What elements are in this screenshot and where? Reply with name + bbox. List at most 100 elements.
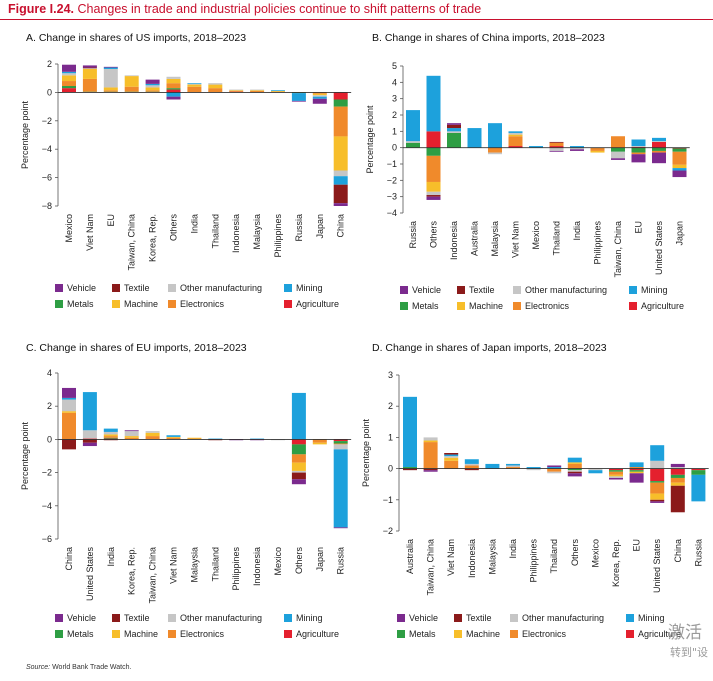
panel-d-bar-machine <box>670 482 685 486</box>
panel-d-bar-other-manufacturing <box>547 471 562 474</box>
panel-c-bar-electronics <box>312 439 327 443</box>
panel-c-legend-label: Mining <box>296 613 323 623</box>
panel-b-bar-vehicle <box>611 158 625 160</box>
panel-c-category-label: Russia <box>336 547 346 575</box>
panel-c-title: C. Change in shares of EU imports, 2018–… <box>26 342 247 354</box>
panel-c-bar-machine <box>166 436 181 438</box>
panel-c-legend-label: Metals <box>67 629 94 639</box>
panel-a-bar-other-manufacturing <box>333 170 348 177</box>
panel-c-bar-other-manufacturing <box>124 431 139 437</box>
panel-c-bar-mining <box>62 397 76 400</box>
panel-b-bar-electronics <box>549 142 564 147</box>
panel-a-category-label: China <box>336 214 346 238</box>
panel-a-category-label: Malaysia <box>252 214 262 250</box>
panel-d-bar-mining <box>464 459 479 464</box>
panel-a-y-tick-label: −8 <box>42 201 52 211</box>
panel-a-bar-agriculture <box>166 89 181 93</box>
panel-d-bar-metals <box>691 470 706 475</box>
panel-b-bar-mining <box>406 110 420 142</box>
panel-a-legend-swatch <box>284 284 292 292</box>
panel-d-bar-textile <box>444 453 459 455</box>
panel-a-bar-textile <box>82 67 97 69</box>
panel-b-bar-vehicle <box>447 123 461 125</box>
panel-d-bar-vehicle <box>567 473 582 477</box>
panel-b-bar-other-manufacturing <box>406 141 420 143</box>
panel-a-bar-machine <box>103 87 118 91</box>
panel-b-bar-metals <box>406 142 420 148</box>
panel-d-y-tick-label: −1 <box>383 495 393 505</box>
panel-d-bar-electronics <box>567 463 582 469</box>
panel-d-y-axis-label: Percentage point <box>361 418 371 487</box>
panel-d-y-tick-label: 0 <box>388 464 393 474</box>
panel-c-y-axis-label: Percentage point <box>20 421 30 490</box>
panel-d-legend-label: Other manufacturing <box>522 613 604 623</box>
panel-a-bar-mining <box>62 71 76 74</box>
panel-b-legend-swatch <box>629 302 637 310</box>
panel-a-bar-vehicle <box>82 65 97 68</box>
panel-b-y-tick-label: −4 <box>387 208 397 218</box>
panel-c-bar-electronics <box>124 437 139 440</box>
panel-a-legend-swatch <box>168 284 176 292</box>
panel-d-bar-vehicle <box>650 501 665 503</box>
panel-d-bar-mining <box>588 470 603 474</box>
panel-a-bar-electronics <box>250 90 265 93</box>
panel-c-category-label: Japan <box>315 547 325 572</box>
panel-a-bar-electronics <box>187 86 202 93</box>
panel-d-bar-electronics <box>423 442 438 469</box>
panel-a-category-label: Korea, Rep. <box>148 214 158 262</box>
panel-c-legend-label: Textile <box>124 613 150 623</box>
panel-a-bar-metals <box>333 99 348 107</box>
panel-d-bar-vehicle <box>609 477 623 480</box>
panel-b-bar-other-manufacturing <box>570 147 584 150</box>
panel-b-legend-swatch <box>457 286 465 294</box>
panel-d-category-label: Mexico <box>590 539 600 568</box>
panel-d-bar-metals <box>650 481 665 483</box>
panel-a-bar-machine <box>124 76 139 87</box>
panel-a-category-label: Japan <box>315 214 325 239</box>
panel-b-bar-vehicle <box>672 170 687 178</box>
panel-c-bar-electronics <box>145 436 160 440</box>
panel-a-category-label: Taiwan, China <box>127 214 137 271</box>
panel-a-bar-electronics <box>62 81 76 87</box>
panel-c-category-label: India <box>106 547 116 567</box>
panel-a-bar-other-manufacturing <box>187 83 202 85</box>
panel-a-bar-vehicle <box>145 79 160 84</box>
panel-b-bar-electronics <box>611 136 625 148</box>
panel-c-bar-other-manufacturing <box>103 431 118 435</box>
panel-c-category-label: Korea, Rep. <box>127 547 137 595</box>
panel-b-y-tick-label: 3 <box>392 94 397 104</box>
panel-b-bar-vehicle <box>570 149 584 151</box>
panel-d-category-label: Thailand <box>549 539 559 574</box>
panel-b-legend-label: Other manufacturing <box>525 285 607 295</box>
panel-d-bar-metals <box>567 468 582 471</box>
panel-a-bar-mining <box>187 83 202 84</box>
panel-b-y-tick-label: 0 <box>392 143 397 153</box>
panel-b-legend-swatch <box>400 286 408 294</box>
panel-c-legend-swatch <box>55 614 63 622</box>
panel-c-y-tick-label: 2 <box>47 401 52 411</box>
panel-a-category-label: Philippines <box>273 214 283 258</box>
panel-c-legend-label: Other manufacturing <box>180 613 262 623</box>
panel-c-legend-swatch <box>284 630 292 638</box>
panel-b-legend-label: Vehicle <box>412 285 441 295</box>
panel-c-bar-electronics <box>291 454 306 463</box>
panel-a-bar-electronics <box>229 90 244 92</box>
panel-d-bar-machine <box>567 462 582 464</box>
panel-a-bar-vehicle <box>333 203 348 206</box>
panel-b-bar-mining <box>631 139 646 147</box>
panel-d-legend-label: Textile <box>466 613 492 623</box>
panel-c-bar-mining <box>166 435 181 437</box>
panel-a-category-label: Others <box>169 214 179 242</box>
panel-a-legend-swatch <box>55 300 63 308</box>
panel-c-bar-textile <box>82 439 97 443</box>
panel-b-bar-other-manufacturing <box>611 151 625 159</box>
panel-b-legend-swatch <box>513 302 521 310</box>
panel-b-bar-electronics <box>488 147 502 153</box>
panel-c-bar-mining <box>103 428 118 432</box>
panel-b-bar-agriculture <box>426 131 441 148</box>
panel-c-bar-electronics <box>103 436 118 438</box>
panel-c-bar-vehicle <box>124 430 139 432</box>
panel-d-bar-electronics <box>444 460 459 469</box>
panel-d-bar-metals <box>403 467 417 469</box>
